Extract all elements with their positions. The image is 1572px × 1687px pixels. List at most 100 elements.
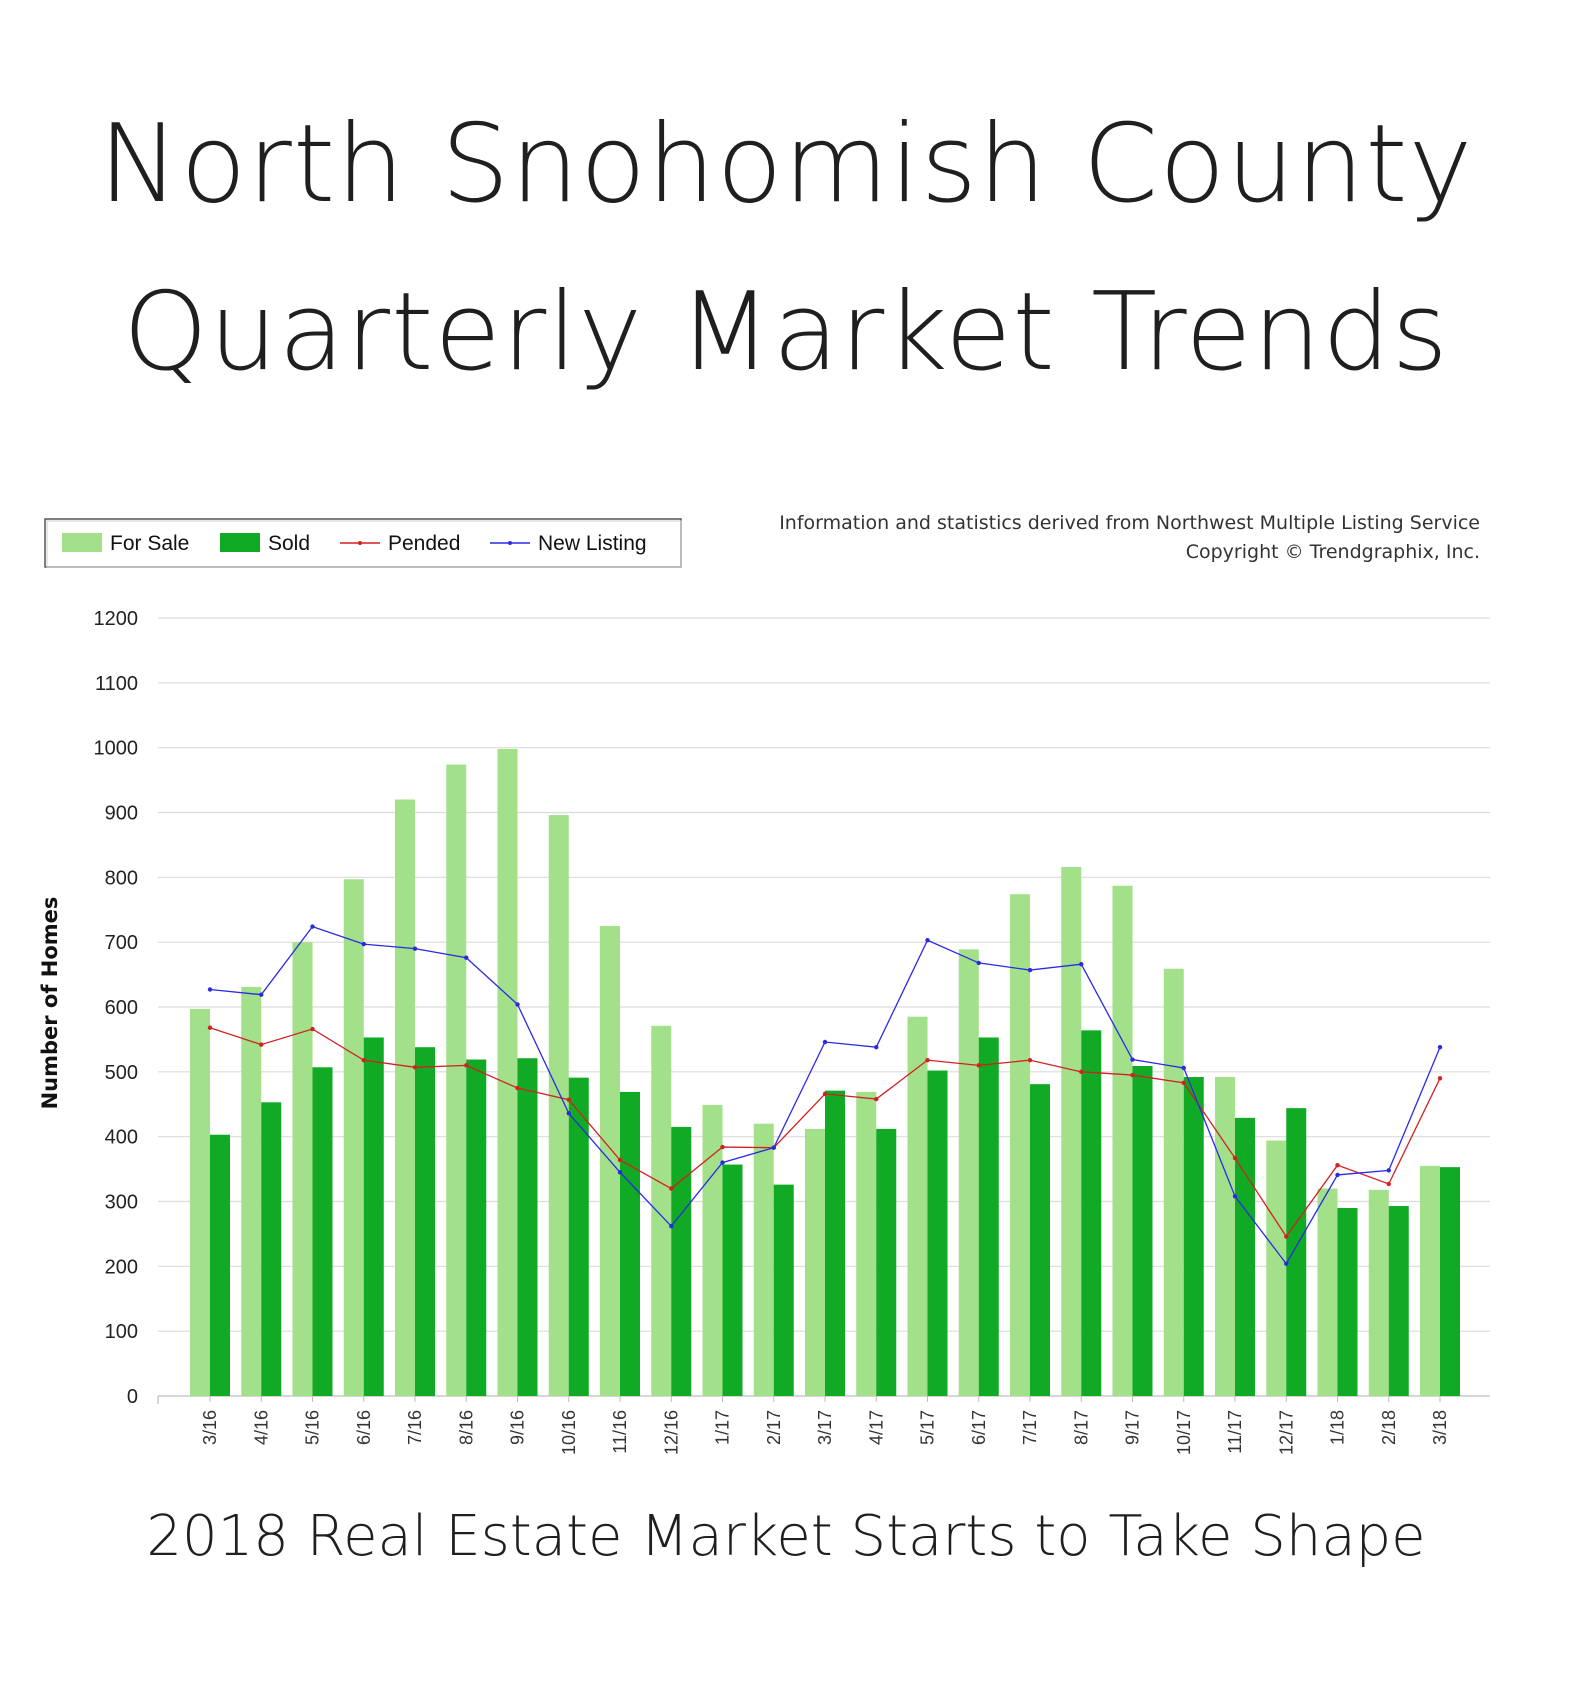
point-new-listing [566, 1111, 571, 1116]
point-pended [1284, 1234, 1289, 1239]
legend-swatch-sold [220, 533, 260, 552]
legend-label-for-sale: For Sale [110, 532, 189, 555]
point-pended [464, 1063, 469, 1068]
x-tick-label: 8/16 [456, 1410, 476, 1445]
point-new-listing [207, 987, 213, 992]
point-pended [1437, 1076, 1443, 1081]
bar-sold [568, 1077, 589, 1396]
point-new-listing [669, 1223, 674, 1229]
bar-sold [1030, 1084, 1050, 1396]
bar-for-sale [651, 1025, 672, 1396]
y-tick-label: 100 [105, 1321, 138, 1343]
x-tick-label: 7/16 [405, 1410, 425, 1445]
x-tick-label: 10/16 [559, 1410, 579, 1455]
legend-shadow [46, 520, 682, 568]
x-tick-label: 5/17 [918, 1410, 938, 1445]
x-tick-label: 8/17 [1071, 1410, 1091, 1445]
point-new-listing [1437, 1044, 1443, 1050]
point-pended [976, 1063, 981, 1068]
bar-for-sale [1420, 1165, 1440, 1396]
y-tick-label: 1000 [94, 738, 139, 760]
bar-sold [671, 1126, 692, 1396]
page-title-line2: Quarterly Market Trends [123, 270, 1449, 395]
bar-sold [312, 1067, 333, 1396]
point-pended [822, 1091, 828, 1097]
x-tick-label: 5/16 [303, 1410, 323, 1445]
point-pended [874, 1096, 879, 1102]
point-pended [669, 1186, 674, 1191]
bar-for-sale [702, 1104, 723, 1396]
source-note: Information and statistics derived from … [779, 512, 1480, 534]
chart-legend: For Sale Sold Pended New Listing [44, 518, 682, 568]
x-tick-label: 6/17 [969, 1410, 989, 1445]
bar-sold [363, 1037, 384, 1396]
point-pended [925, 1057, 930, 1063]
bar-for-sale [1317, 1188, 1338, 1396]
x-tick-label: 4/17 [866, 1410, 886, 1445]
y-tick-label: 300 [105, 1192, 138, 1214]
bar-for-sale [343, 879, 364, 1396]
y-tick-labels: 0 100 200 300 400 500 600 700 800 900 1000 1100 1200 [94, 608, 139, 1408]
point-new-listing [720, 1160, 725, 1165]
bar-for-sale [958, 949, 979, 1396]
point-new-listing [617, 1170, 623, 1175]
page-subtitle: 2018 Real Estate Market Starts to Take S… [146, 1504, 1426, 1569]
bars [190, 748, 1460, 1396]
bar-sold [1183, 1077, 1204, 1396]
x-tick-label: 9/16 [508, 1410, 528, 1445]
legend-label-pended: Pended [388, 532, 460, 555]
x-tick-label: 3/18 [1430, 1410, 1450, 1445]
y-tick-label: 0 [127, 1386, 138, 1408]
point-new-listing [1079, 962, 1084, 967]
bar-sold [825, 1090, 845, 1396]
x-tick-label: 12/16 [661, 1410, 681, 1455]
bar-for-sale [1215, 1077, 1235, 1396]
point-new-listing [259, 992, 264, 997]
x-tick-label: 3/16 [200, 1410, 220, 1445]
point-pended [1232, 1155, 1238, 1161]
x-tick-label: 4/16 [251, 1410, 271, 1445]
legend-label-new-listing: New Listing [538, 532, 647, 555]
legend-marker-new-listing [508, 541, 512, 545]
y-tick-label: 500 [105, 1062, 138, 1084]
point-pended [1027, 1057, 1033, 1063]
bar-for-sale [446, 764, 467, 1396]
bar-sold [1337, 1207, 1358, 1396]
y-tick-label: 200 [105, 1256, 138, 1278]
point-new-listing [1027, 967, 1033, 973]
point-new-listing [1232, 1194, 1238, 1199]
x-tick-label: 1/17 [713, 1410, 733, 1445]
point-new-listing [310, 924, 315, 929]
bar-sold [722, 1164, 743, 1396]
point-pended [566, 1097, 571, 1102]
point-pended [412, 1065, 418, 1070]
x-tick-labels: 3/16 4/16 5/16 6/16 7/16 8/16 9/16 10/16 11/16 12… [200, 1396, 1450, 1455]
legend-swatch-for-sale [62, 533, 102, 552]
point-new-listing [1386, 1168, 1391, 1173]
x-tick-label: 9/17 [1123, 1410, 1143, 1445]
point-pended [720, 1144, 725, 1150]
point-pended [259, 1042, 264, 1047]
y-tick-label: 400 [105, 1127, 138, 1149]
x-tick-label: 12/17 [1276, 1410, 1296, 1455]
point-pended [1181, 1080, 1186, 1086]
point-new-listing [822, 1039, 828, 1045]
bar-sold [773, 1184, 794, 1396]
bar-sold [978, 1037, 999, 1396]
series-lines [207, 924, 1443, 1266]
bar-for-sale [1163, 968, 1184, 1396]
point-new-listing [1335, 1172, 1340, 1178]
point-pended [515, 1085, 520, 1091]
bar-for-sale [1368, 1189, 1389, 1396]
x-tick-label: 7/17 [1020, 1410, 1040, 1445]
bar-for-sale [395, 799, 415, 1396]
bar-sold [620, 1091, 640, 1396]
point-new-listing [412, 946, 418, 951]
point-pended [1335, 1162, 1340, 1168]
point-new-listing [464, 955, 469, 960]
bar-sold [1388, 1206, 1409, 1396]
x-tick-label: 1/18 [1328, 1410, 1348, 1445]
x-tick-label: 3/17 [815, 1410, 835, 1445]
bar-for-sale [292, 942, 313, 1396]
